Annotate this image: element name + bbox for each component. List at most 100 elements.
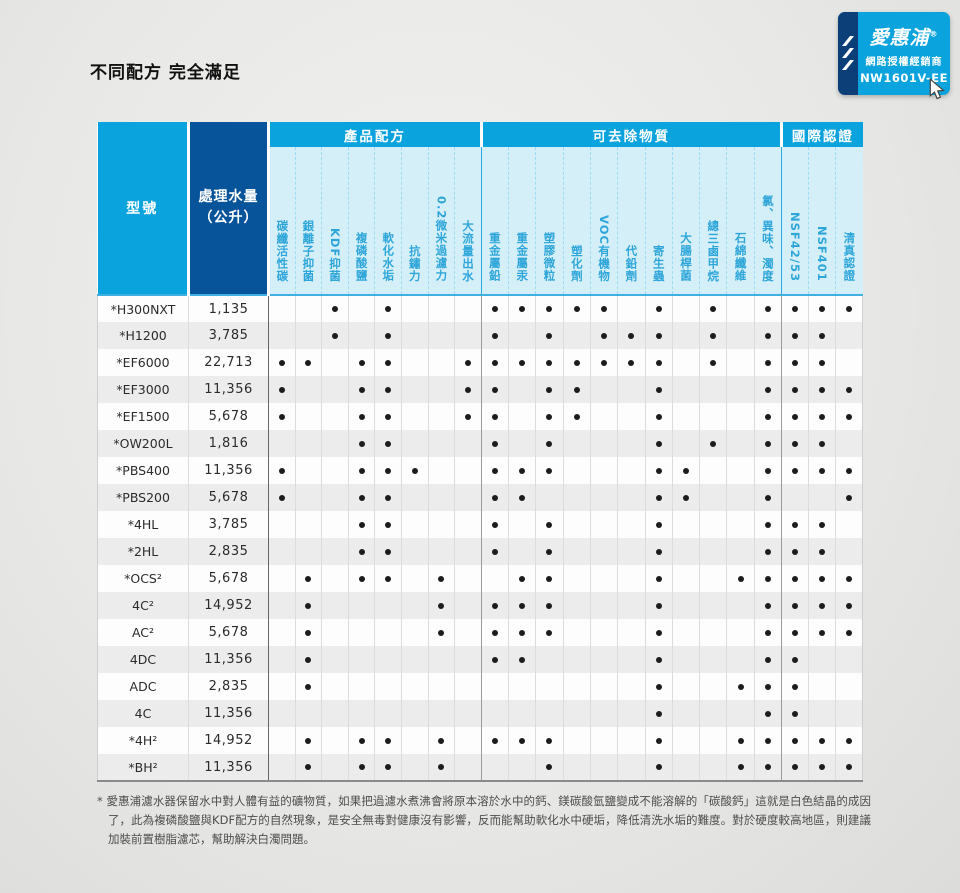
feature-dot-icon xyxy=(792,764,799,770)
feature-dot-icon xyxy=(358,440,365,447)
dealer-badge[interactable]: 愛惠浦® 網路授權經銷商 NW1601V-EE xyxy=(838,12,950,95)
feature-dot-icon xyxy=(385,548,392,555)
model-cell: AC² xyxy=(97,619,189,646)
feature-cell xyxy=(508,754,536,782)
feature-dot-icon xyxy=(438,629,445,636)
feature-dot-icon xyxy=(655,494,662,501)
feature-cell xyxy=(268,619,296,646)
feature-cell xyxy=(347,727,375,754)
volume-cell: 5,678 xyxy=(188,619,269,646)
table-row: *2HL 2,835 xyxy=(97,538,864,565)
feature-cell xyxy=(753,457,782,484)
feature-cell xyxy=(321,565,349,592)
feature-cell xyxy=(726,457,755,484)
feature-dot-icon xyxy=(710,332,717,339)
feature-dot-icon xyxy=(438,602,445,609)
feature-cell xyxy=(835,430,864,457)
feature-cell xyxy=(589,619,618,646)
feature-cell xyxy=(699,538,727,565)
feature-cell xyxy=(535,484,564,511)
feature-cell xyxy=(835,754,864,782)
feature-dot-icon xyxy=(819,440,826,447)
feature-cell xyxy=(294,484,322,511)
feature-dot-icon xyxy=(573,306,580,312)
feature-cell xyxy=(617,376,646,403)
volume-cell: 11,356 xyxy=(188,376,269,403)
feature-cell xyxy=(753,484,782,511)
feature-cell xyxy=(808,538,836,565)
feature-cell xyxy=(268,376,296,403)
feature-dot-icon xyxy=(278,467,285,474)
feature-cell xyxy=(808,754,836,782)
feature-cell xyxy=(535,754,564,782)
feature-dot-icon xyxy=(491,359,498,366)
feature-cell xyxy=(781,484,809,511)
volume-cell: 3,785 xyxy=(188,322,269,349)
feature-cell xyxy=(808,376,836,403)
feature-cell xyxy=(535,457,564,484)
feature-dot-icon xyxy=(358,548,365,555)
feature-dot-icon xyxy=(819,467,826,474)
column-label: 大流量出水 xyxy=(454,147,482,296)
feature-dot-icon xyxy=(385,413,392,420)
table-row: *EF1500 5,678 xyxy=(97,403,864,430)
feature-cell xyxy=(671,376,700,403)
feature-dot-icon xyxy=(655,413,662,420)
volume-cell: 11,356 xyxy=(188,646,269,673)
feature-dot-icon xyxy=(655,737,662,744)
page-title: 不同配方 完全滿足 xyxy=(90,63,241,83)
column-label-text: 軟化水垢 xyxy=(381,232,396,282)
feature-dot-icon xyxy=(331,332,338,339)
feature-cell xyxy=(400,727,429,754)
feature-cell xyxy=(400,565,429,592)
feature-dot-icon xyxy=(464,413,471,420)
feature-cell xyxy=(781,457,809,484)
feature-cell xyxy=(480,430,509,457)
feature-dot-icon xyxy=(764,359,771,366)
feature-cell xyxy=(726,538,755,565)
feature-cell xyxy=(374,511,402,538)
feature-cell xyxy=(562,403,591,430)
feature-dot-icon xyxy=(305,602,312,609)
column-label-text: KDF抑菌 xyxy=(328,227,343,282)
column-label: 石綿纖維 xyxy=(726,147,755,296)
model-cell: 4DC xyxy=(97,646,189,673)
feature-dot-icon xyxy=(464,359,471,366)
feature-cell xyxy=(268,295,296,322)
column-label-text: VOC有機物 xyxy=(597,214,612,282)
feature-dot-icon xyxy=(358,386,365,393)
feature-cell xyxy=(835,700,864,727)
feature-cell xyxy=(808,565,836,592)
feature-cell xyxy=(535,322,564,349)
feature-dot-icon xyxy=(573,386,580,393)
column-label: 抗鏽力 xyxy=(400,147,429,296)
feature-cell xyxy=(400,457,429,484)
feature-cell xyxy=(644,565,673,592)
feature-cell xyxy=(726,295,755,322)
feature-dot-icon xyxy=(358,575,365,582)
feature-cell xyxy=(562,430,591,457)
column-label-text: 寄生蟲 xyxy=(651,244,666,283)
feature-cell xyxy=(671,430,700,457)
feature-cell xyxy=(347,457,375,484)
feature-cell xyxy=(347,673,375,700)
feature-dot-icon xyxy=(655,467,662,474)
feature-cell xyxy=(781,295,809,322)
feature-cell xyxy=(321,484,349,511)
feature-cell xyxy=(427,646,455,673)
table-row: 4C 11,356 xyxy=(97,700,864,727)
column-label: 複磷酸鹽 xyxy=(347,147,375,296)
feature-cell xyxy=(427,754,455,782)
feature-cell xyxy=(617,673,646,700)
column-label-text: 石綿纖維 xyxy=(733,232,748,282)
feature-dot-icon xyxy=(764,737,771,744)
feature-dot-icon xyxy=(519,656,526,663)
feature-cell xyxy=(753,673,782,700)
feature-cell xyxy=(294,511,322,538)
feature-cell xyxy=(294,457,322,484)
feature-cell xyxy=(617,700,646,727)
feature-dot-icon xyxy=(491,737,498,744)
feature-cell xyxy=(454,484,482,511)
feature-dot-icon xyxy=(819,575,826,582)
feature-dot-icon xyxy=(385,494,392,501)
